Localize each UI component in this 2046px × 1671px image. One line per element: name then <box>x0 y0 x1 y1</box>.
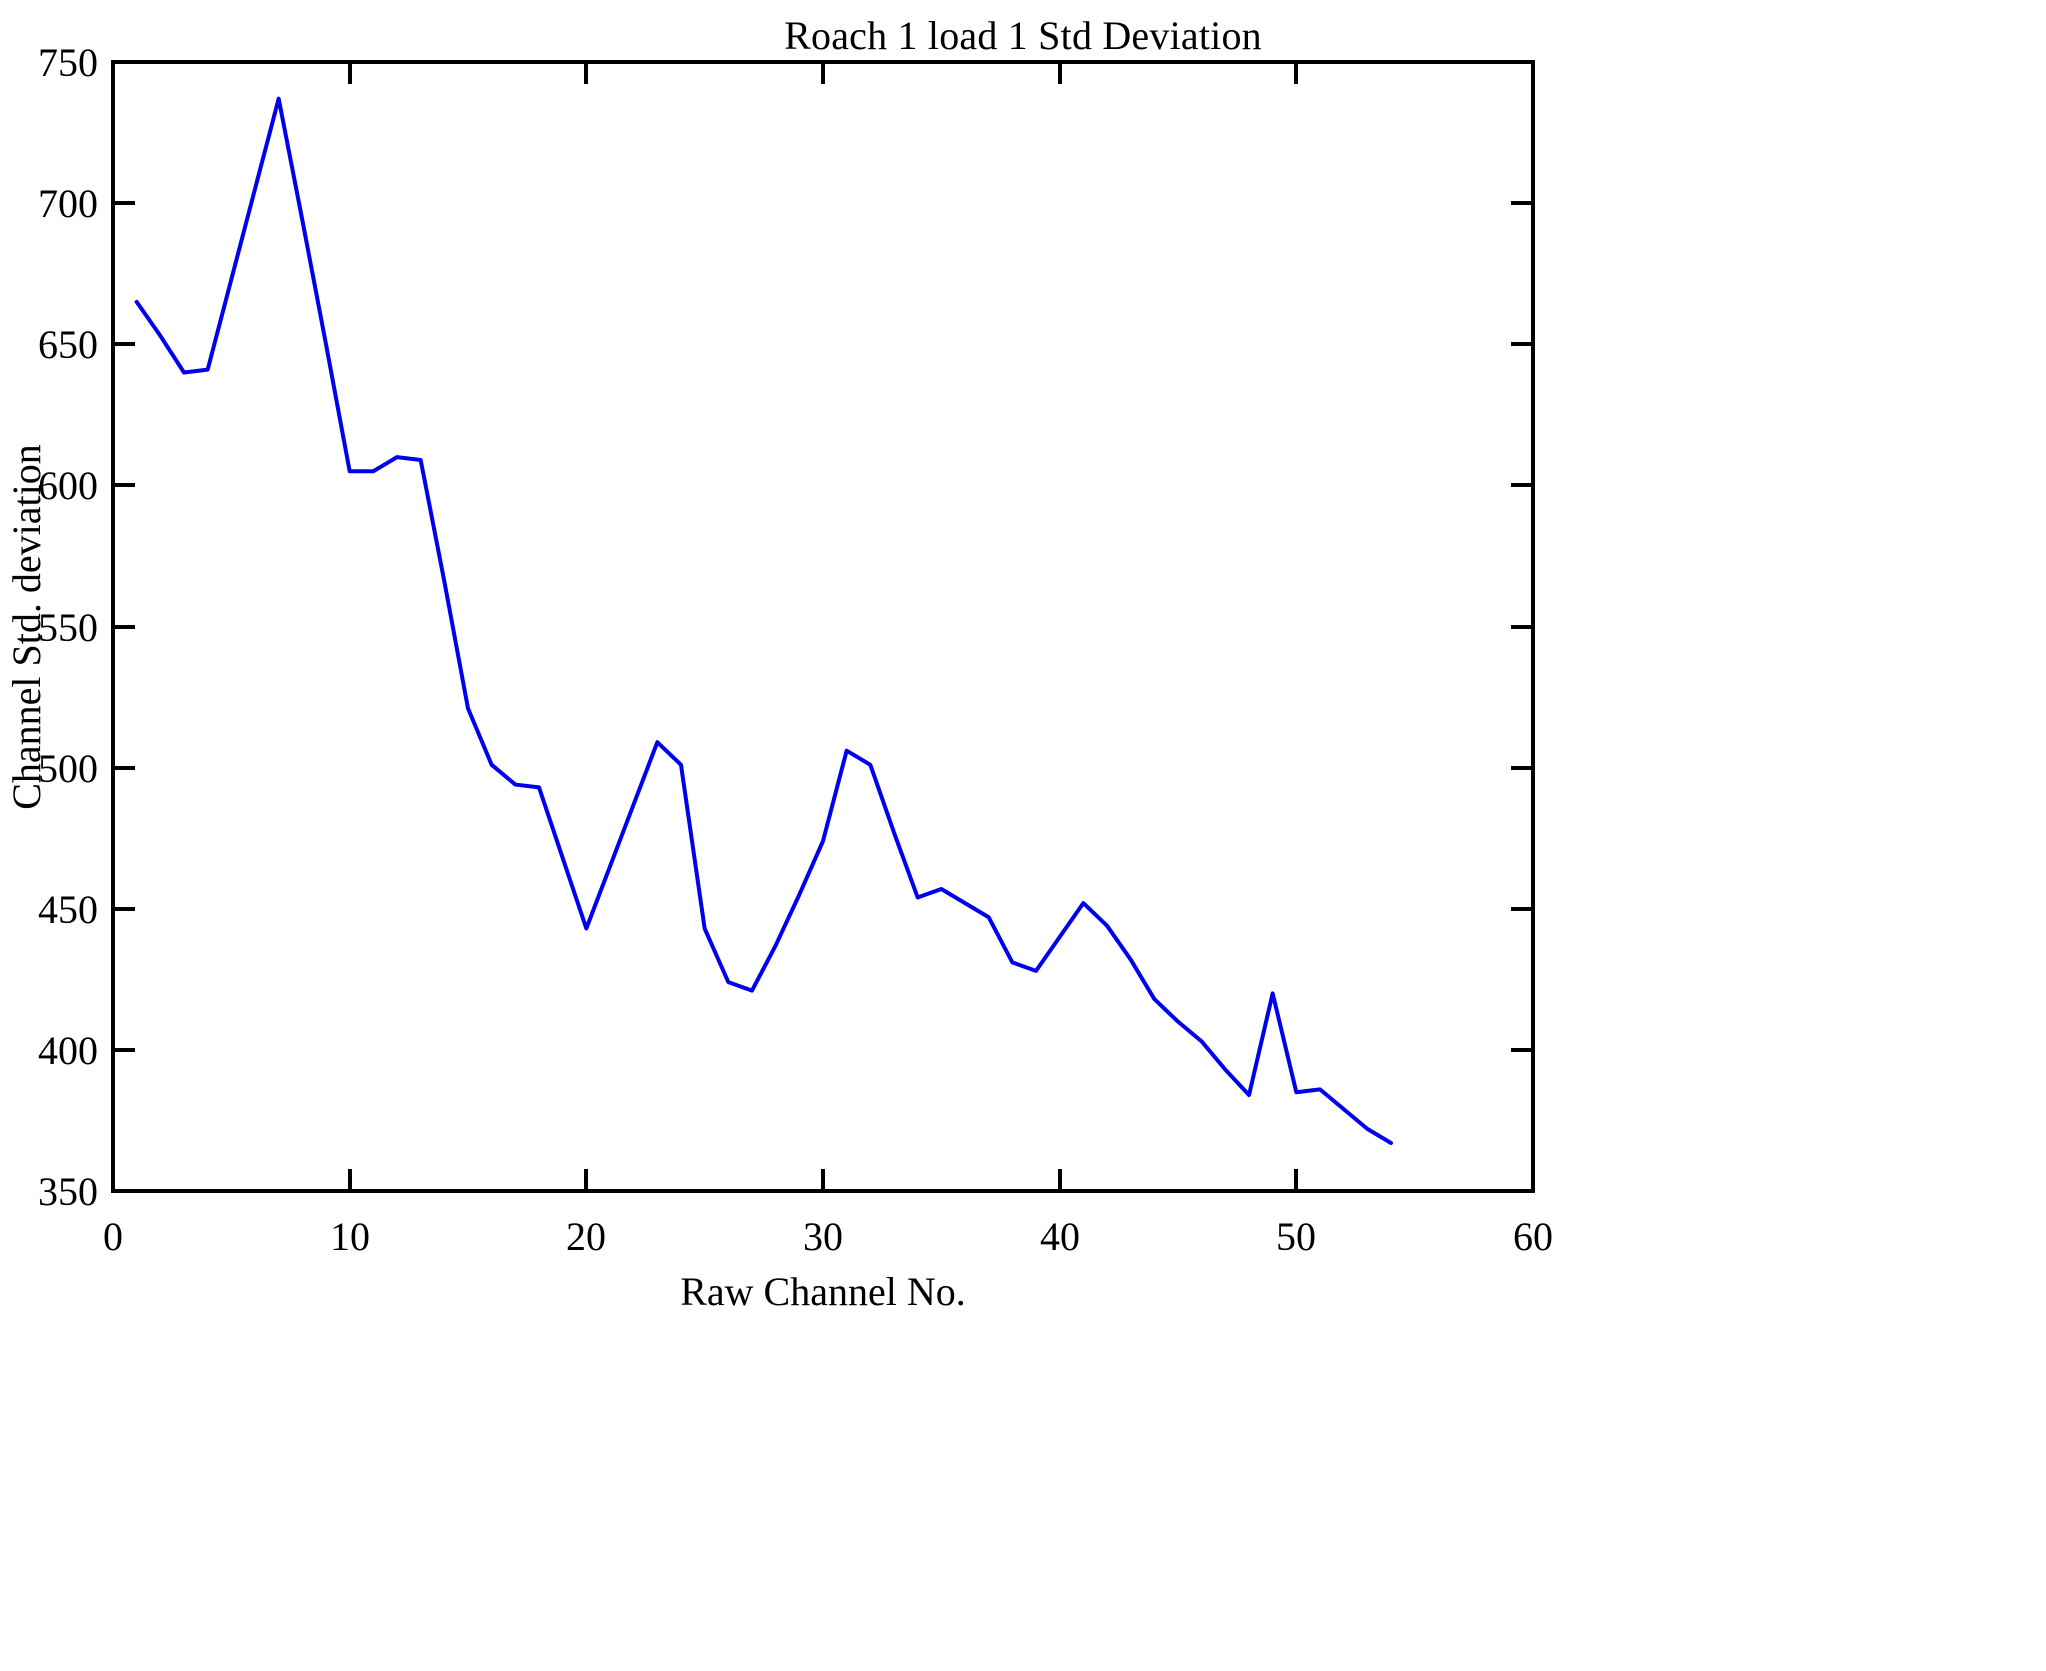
page-title: Roach 1 load 1 Std Deviation <box>784 13 1262 58</box>
x-axis-ticks <box>111 62 1535 1191</box>
y-tick-label: 550 <box>38 605 98 650</box>
data-series-line <box>134 96 1393 1146</box>
x-tick-label: 0 <box>103 1214 123 1259</box>
y-tick-label: 700 <box>38 181 98 226</box>
y-axis-tick-labels: 350 400 450 500 550 600 650 700 750 <box>38 40 98 1214</box>
x-tick-label: 60 <box>1513 1214 1553 1259</box>
plot-border <box>111 60 1535 1193</box>
y-tick-label: 650 <box>38 322 98 367</box>
x-tick-label: 10 <box>330 1214 370 1259</box>
x-tick-label: 20 <box>566 1214 606 1259</box>
x-tick-label: 30 <box>803 1214 843 1259</box>
axes-frame <box>111 60 1535 1193</box>
x-axis-tick-labels: 0 10 20 30 40 50 60 <box>103 1214 1553 1259</box>
x-tick-label: 50 <box>1276 1214 1316 1259</box>
y-tick-label: 350 <box>38 1169 98 1214</box>
y-tick-label: 400 <box>38 1028 98 1073</box>
x-axis-title: Raw Channel No. <box>680 1269 966 1314</box>
y-tick-label: 500 <box>38 746 98 791</box>
y-tick-label: 450 <box>38 887 98 932</box>
y-tick-label: 750 <box>38 40 98 85</box>
y-axis-title: Channel Std. deviation <box>4 444 49 810</box>
y-axis-ticks <box>113 60 1533 1193</box>
x-tick-label: 40 <box>1040 1214 1080 1259</box>
y-tick-label: 600 <box>38 463 98 508</box>
